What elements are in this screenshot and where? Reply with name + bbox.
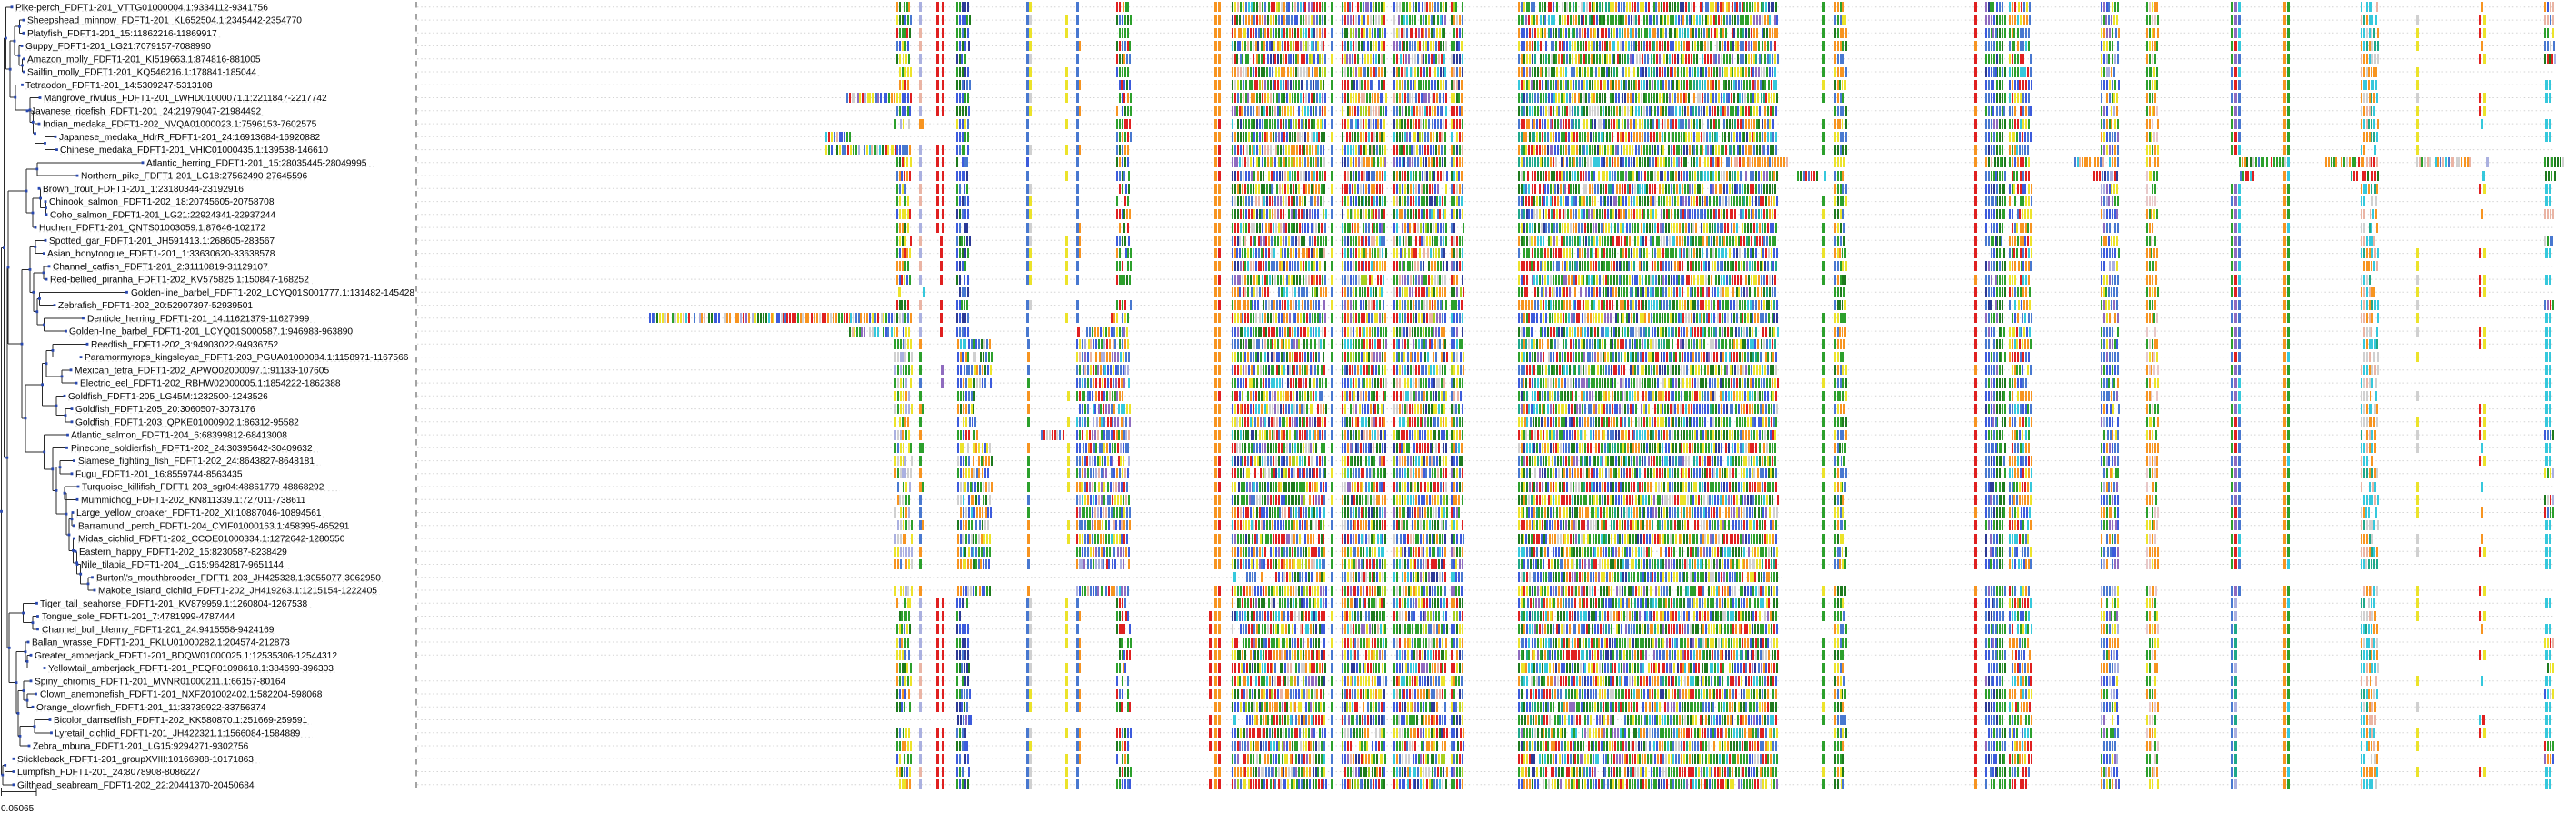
svg-text:Pike-perch_FDFT1-201_VTTG01000: Pike-perch_FDFT1-201_VTTG01000004.1:9334… [15,3,268,13]
svg-text:Brown_trout_FDFT1-201_1:231803: Brown_trout_FDFT1-201_1:23180344-2319291… [43,185,244,195]
svg-text:Sailfin_molly_FDFT1-201_KQ5462: Sailfin_molly_FDFT1-201_KQ546216.1:17884… [27,68,256,78]
svg-text:Lyretail_cichlid_FDFT1-201_JH4: Lyretail_cichlid_FDFT1-201_JH422321.1:15… [55,729,301,739]
svg-text:Goldfish_FDFT1-205_20:3060507-: Goldfish_FDFT1-205_20:3060507-3073176 [75,405,255,415]
svg-text:Nile_tilapia_FDFT1-204_LG15:96: Nile_tilapia_FDFT1-204_LG15:9642817-9651… [81,560,284,570]
svg-text:Yellowtail_amberjack_FDFT1-201: Yellowtail_amberjack_FDFT1-201_PEQF01098… [48,664,334,674]
svg-text:Channel_bull_blenny_FDFT1-201_: Channel_bull_blenny_FDFT1-201_24:9415558… [42,625,275,635]
svg-text:Zebrafish_FDFT1-202_20:5290739: Zebrafish_FDFT1-202_20:52907397-52939501 [58,301,253,311]
svg-text:Japanese_medaka_HdrR_FDFT1-201: Japanese_medaka_HdrR_FDFT1-201_24:169136… [59,133,320,143]
svg-text:Ballan_wrasse_FDFT1-201_FKLU01: Ballan_wrasse_FDFT1-201_FKLU01000282.1:2… [32,638,290,648]
svg-text:Orange_clownfish_FDFT1-201_11:: Orange_clownfish_FDFT1-201_11:33739922-3… [36,703,266,713]
svg-text:Electric_eel_FDFT1-202_RBHW020: Electric_eel_FDFT1-202_RBHW02000005.1:18… [80,379,341,389]
svg-text:Atlantic_herring_FDFT1-201_15:: Atlantic_herring_FDFT1-201_15:28035445-2… [146,158,367,168]
svg-text:Pinecone_soldierfish_FDFT1-202: Pinecone_soldierfish_FDFT1-202_24:303956… [71,444,313,454]
svg-text:Reedfish_FDFT1-202_3:94903022-: Reedfish_FDFT1-202_3:94903022-94936752 [91,340,278,350]
svg-text:Denticle_herring_FDFT1-201_14:: Denticle_herring_FDFT1-201_14:11621379-1… [87,314,310,324]
svg-text:Fugu_FDFT1-201_16:8559744-8563: Fugu_FDFT1-201_16:8559744-8563435 [75,469,243,479]
svg-text:Golden-line_barbel_FDFT1-202_L: Golden-line_barbel_FDFT1-202_LCYQ01S0017… [131,288,414,298]
svg-text:Sheepshead_minnow_FDFT1-201_KL: Sheepshead_minnow_FDFT1-201_KL652504.1:2… [27,16,302,26]
svg-text:Greater_amberjack_FDFT1-201_BD: Greater_amberjack_FDFT1-201_BDQW01000025… [35,651,337,661]
svg-text:Javanese_ricefish_FDFT1-201_24: Javanese_ricefish_FDFT1-201_24:21979047-… [31,106,261,116]
svg-text:Clown_anemonefish_FDFT1-201_NX: Clown_anemonefish_FDFT1-201_NXFZ01002402… [40,690,323,700]
svg-text:Gilthead_seabream_FDFT1-202_22: Gilthead_seabream_FDFT1-202_22:20441370-… [17,780,255,790]
svg-text:Red-bellied_piranha_FDFT1-202_: Red-bellied_piranha_FDFT1-202_KV575825.1… [50,276,309,286]
svg-text:Tongue_sole_FDFT1-201_7:478199: Tongue_sole_FDFT1-201_7:4781999-4787444 [42,612,235,622]
svg-text:Makobe_Island_cichlid_FDFT1-20: Makobe_Island_cichlid_FDFT1-202_JH419263… [98,587,377,597]
svg-text:Chinese_medaka_FDFT1-201_VHIC0: Chinese_medaka_FDFT1-201_VHIC01000435.1:… [60,146,328,156]
svg-text:Platyfish_FDFT1-201_15:1186221: Platyfish_FDFT1-201_15:11862216-11869917 [27,29,217,39]
svg-text:0.05065: 0.05065 [1,804,35,814]
svg-text:Guppy_FDFT1-201_LG21:7079157-7: Guppy_FDFT1-201_LG21:7079157-7088990 [25,42,211,52]
svg-text:Eastern_happy_FDFT1-202_15:823: Eastern_happy_FDFT1-202_15:8230587-82384… [79,548,287,558]
svg-text:Barramundi_perch_FDFT1-204_CYI: Barramundi_perch_FDFT1-204_CYIF01000163.… [78,521,350,531]
svg-text:Golden-line_barbel_FDFT1-201_L: Golden-line_barbel_FDFT1-201_LCYQ01S0005… [69,327,353,337]
svg-text:Turquoise_killifish_FDFT1-203_: Turquoise_killifish_FDFT1-203_sgr04:4886… [82,483,324,493]
svg-text:Mummichog_FDFT1-202_KN811339.1: Mummichog_FDFT1-202_KN811339.1:727011-73… [81,496,306,506]
svg-text:Tetraodon_FDFT1-201_14:5309247: Tetraodon_FDFT1-201_14:5309247-5313108 [25,81,213,91]
svg-text:Goldfish_FDFT1-205_LG45M:12325: Goldfish_FDFT1-205_LG45M:1232500-1243526 [68,392,268,402]
svg-text:Bicolor_damselfish_FDFT1-202_K: Bicolor_damselfish_FDFT1-202_KK580870.1:… [54,716,308,726]
svg-text:Spotted_gar_FDFT1-201_JH591413: Spotted_gar_FDFT1-201_JH591413.1:268605-… [49,236,275,246]
svg-text:Chinook_salmon_FDFT1-202_18:20: Chinook_salmon_FDFT1-202_18:20745605-207… [49,197,275,207]
svg-text:Burton\'s_mouthbrooder_FDFT1-2: Burton\'s_mouthbrooder_FDFT1-203_JH42532… [96,573,381,583]
svg-text:Spiny_chromis_FDFT1-201_MVNR01: Spiny_chromis_FDFT1-201_MVNR01000211.1:6… [35,677,286,687]
svg-text:Zebra_mbuna_FDFT1-201_LG15:929: Zebra_mbuna_FDFT1-201_LG15:9294271-93027… [33,742,249,752]
svg-text:Atlantic_salmon_FDFT1-204_6:68: Atlantic_salmon_FDFT1-204_6:68399812-684… [71,431,287,441]
svg-text:Goldfish_FDFT1-203_QPKE0100090: Goldfish_FDFT1-203_QPKE01000902.1:86312-… [75,417,299,427]
svg-text:Amazon_molly_FDFT1-201_KI51966: Amazon_molly_FDFT1-201_KI519663.1:874816… [27,55,261,65]
svg-text:Paramormyrops_kingsleyae_FDFT1: Paramormyrops_kingsleyae_FDFT1-203_PGUA0… [85,353,409,363]
svg-text:Northern_pike_FDFT1-201_LG18:2: Northern_pike_FDFT1-201_LG18:27562490-27… [81,172,308,182]
svg-text:Midas_cichlid_FDFT1-202_CCOE01: Midas_cichlid_FDFT1-202_CCOE01000334.1:1… [78,535,345,545]
svg-text:Tiger_tail_seahorse_FDFT1-201_: Tiger_tail_seahorse_FDFT1-201_KV879959.1… [40,599,307,609]
svg-text:Indian_medaka_FDFT1-202_NVQA01: Indian_medaka_FDFT1-202_NVQA01000023.1:7… [43,120,317,130]
svg-text:Channel_catfish_FDFT1-201_2:31: Channel_catfish_FDFT1-201_2:31110819-311… [53,262,268,272]
svg-text:Large_yellow_croaker_FDFT1-202: Large_yellow_croaker_FDFT1-202_XI:108870… [76,508,322,518]
svg-text:Mexican_tetra_FDFT1-202_APWO02: Mexican_tetra_FDFT1-202_APWO02000097.1:9… [75,366,329,376]
svg-text:Lumpfish_FDFT1-201_24:8078908-: Lumpfish_FDFT1-201_24:8078908-8086227 [17,768,201,778]
svg-text:Siamese_fighting_fish_FDFT1-20: Siamese_fighting_fish_FDFT1-202_24:86438… [78,457,315,467]
svg-text:Coho_salmon_FDFT1-201_LG21:229: Coho_salmon_FDFT1-201_LG21:22924341-2293… [50,210,275,220]
svg-text:Stickleback_FDFT1-201_groupXVI: Stickleback_FDFT1-201_groupXVIII:1016698… [17,755,254,765]
svg-text:Asian_bonytongue_FDFT1-201_1:3: Asian_bonytongue_FDFT1-201_1:33630620-33… [47,249,275,259]
svg-text:Huchen_FDFT1-201_QNTS01003059.: Huchen_FDFT1-201_QNTS01003059.1:87646-10… [39,224,266,234]
svg-text:Mangrove_rivulus_FDFT1-201_LWH: Mangrove_rivulus_FDFT1-201_LWHD01000071.… [44,94,327,104]
